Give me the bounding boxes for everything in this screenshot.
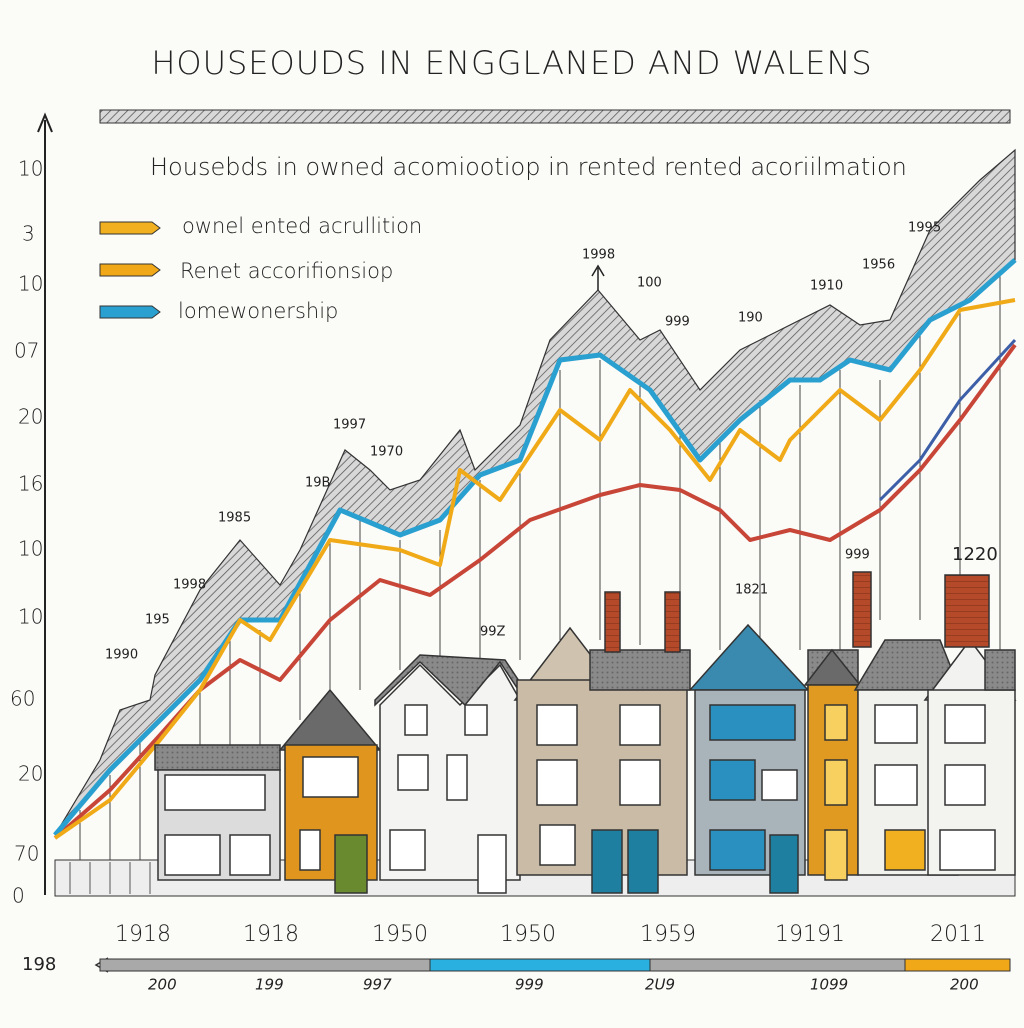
bottom-bar (94, 957, 1011, 973)
bottom-label: 199 (255, 976, 284, 994)
annotation: 999 (665, 315, 690, 330)
houses (54, 571, 1017, 897)
y-label: 10 (18, 605, 43, 629)
annotation: 1985 (218, 511, 251, 526)
y-label: 10 (18, 157, 43, 181)
bottom-label: 999 (515, 976, 544, 994)
y-axis-arrow (37, 112, 53, 133)
legend: ownel ented acrullition Renet accorifion… (99, 214, 422, 323)
annotation: 999 (845, 548, 870, 563)
bottom-label: 1099 (810, 976, 848, 994)
annotations: 1990 195 1998 1985 19B 1997 1970 1998 10… (105, 221, 998, 663)
legend-swatch (99, 305, 161, 319)
bottom-labels: 200 199 997 999 2U9 1099 200 (148, 976, 979, 994)
y-label: 60 (10, 687, 35, 711)
annotation: 99Z (480, 625, 506, 640)
bottom-label: 200 (148, 976, 177, 994)
annotation: 1220 (952, 544, 998, 565)
legend-label: Renet accorifionsiop (180, 259, 393, 283)
y-label: 16 (18, 472, 43, 496)
red-line (53, 343, 1017, 840)
line-art (53, 148, 1017, 860)
x-label: 2011 (930, 922, 986, 947)
bottom-label: 997 (363, 976, 392, 994)
annotation: 1821 (735, 583, 768, 598)
x-label: 1918 (115, 922, 171, 947)
y-label: 20 (18, 762, 43, 786)
y-label: 70 (14, 842, 39, 866)
y-label: 0 (12, 884, 25, 908)
title-banner (99, 109, 1011, 124)
annotation: 1956 (862, 258, 895, 273)
annotation: 1995 (908, 221, 941, 236)
x-label: 1959 (640, 922, 696, 947)
navy-line (878, 338, 1017, 502)
legend-swatch (99, 221, 161, 235)
y-label: 10 (18, 537, 43, 561)
annotation: 190 (738, 311, 763, 326)
legend-label: lomewonership (178, 299, 338, 323)
y-label: 3 (22, 222, 35, 246)
annotation: 195 (145, 613, 170, 628)
annotation: 1910 (810, 279, 843, 294)
annotation: 1998 (582, 248, 615, 263)
subtitle: Housebds in owned acomiootiop in rented … (150, 153, 907, 181)
annotation: 1997 (333, 418, 366, 433)
annotation: 19B (305, 476, 330, 491)
y-axis-labels: 10 3 10 07 20 16 10 10 60 20 70 0 (10, 157, 43, 908)
bottom-label: 200 (950, 976, 979, 994)
orange-line (53, 298, 1016, 840)
bottom-start-label: 198 (22, 954, 56, 975)
x-axis-labels: 1918 1918 1950 1950 1959 19191 2011 (115, 922, 986, 947)
y-label: 20 (18, 405, 43, 429)
annotation: 100 (637, 276, 662, 291)
x-label: 1950 (500, 922, 556, 947)
x-label: 1950 (372, 922, 428, 947)
y-label: 07 (14, 339, 39, 363)
bottom-label: 2U9 (645, 976, 675, 994)
legend-swatch (99, 263, 161, 277)
y-label: 10 (18, 272, 43, 296)
x-label: 1918 (243, 922, 299, 947)
annotation: 1998 (173, 578, 206, 593)
annotation: 1990 (105, 648, 138, 663)
legend-label: ownel ented acrullition (182, 214, 422, 238)
x-label: 19191 (775, 922, 845, 947)
annotation: 1970 (370, 445, 403, 460)
title: HOUSEOUDS IN ENGGLANED AND WALENS (151, 44, 872, 82)
